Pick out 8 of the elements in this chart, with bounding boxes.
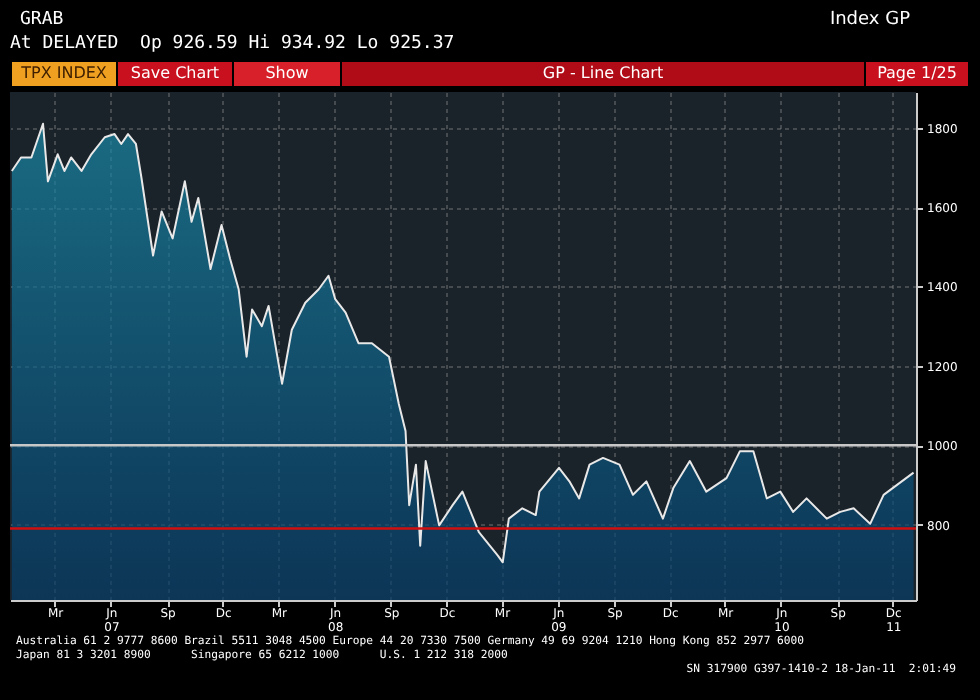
text: Page 1/25 — [866, 62, 968, 86]
text: Show — [234, 62, 340, 86]
text: Index GP — [829, 10, 910, 30]
chart-title: GP - Line Chart — [342, 62, 864, 86]
text: At DELAYED Op 926.59 Hi 934.92 Lo 925.37 — [10, 34, 455, 54]
text: Save Chart — [118, 62, 232, 86]
text: GRAB — [20, 10, 64, 30]
text: TPX INDEX — [12, 62, 116, 86]
